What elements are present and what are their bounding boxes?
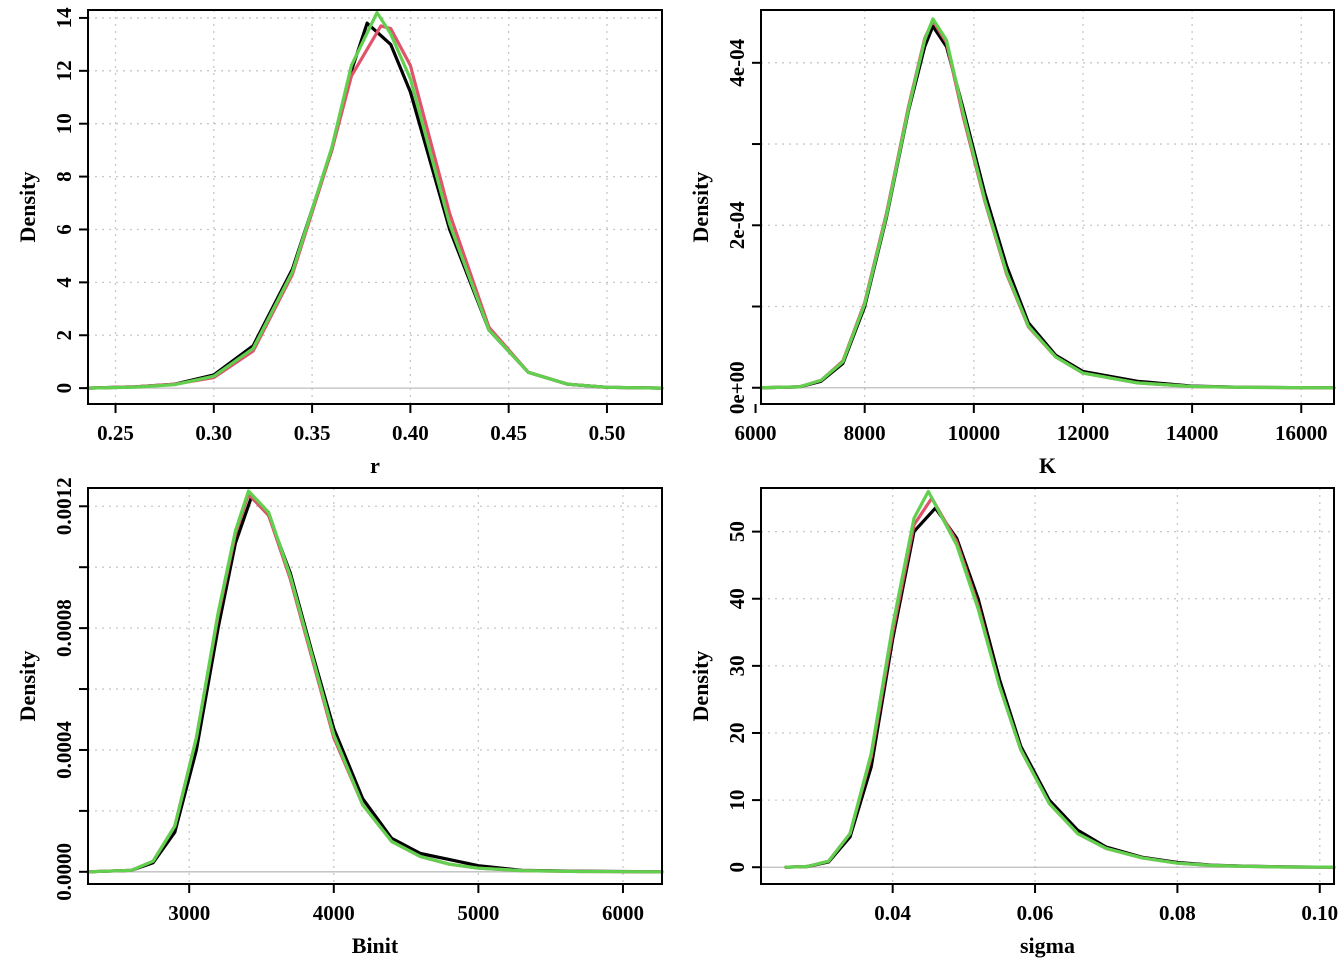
- x-tick-label: 4000: [313, 901, 355, 925]
- density-curve-chain-3: [759, 17, 1336, 390]
- x-tick-label: 14000: [1166, 421, 1219, 445]
- y-tick-label: 0.0000: [52, 843, 76, 901]
- x-tick-label: 16000: [1275, 421, 1328, 445]
- panel-k: 6000 8000 10000 12000 14000 16000 0e+00 2e-04 4e…: [688, 9, 1336, 478]
- y-axis-title: Density: [15, 651, 40, 722]
- x-tick-label: 6000: [602, 901, 644, 925]
- plot-frame: [760, 9, 1335, 405]
- y-tick-label: 14: [52, 7, 76, 29]
- y-tick-label: 10: [725, 790, 749, 811]
- density-curve-chain-3: [784, 489, 1336, 869]
- y-tick-label: 2e-04: [725, 201, 749, 249]
- x-tick-label: 10000: [948, 421, 1001, 445]
- x-tick-label: 0.35: [294, 421, 331, 445]
- density-curve-chain-2: [86, 24, 664, 390]
- y-tick-label: 8: [52, 171, 76, 182]
- y-tick-label: 10: [52, 113, 76, 134]
- x-axis-title: r: [370, 453, 380, 478]
- density-curve-chain-3: [86, 11, 664, 390]
- x-tick-label: 6000: [735, 421, 777, 445]
- y-tick-label: 0e+00: [725, 361, 749, 414]
- x-tick-label: 12000: [1057, 421, 1110, 445]
- y-tick-label: 0: [52, 383, 76, 394]
- y-axis-title: Density: [15, 172, 40, 243]
- plot-frame: [87, 487, 663, 885]
- panel-binit: 3000 4000 5000 6000 0.0000 0.0004 0.0008 0.0012…: [15, 477, 664, 958]
- density-curve-chain-2: [759, 19, 1336, 390]
- y-tick-label: 30: [725, 655, 749, 676]
- x-tick-label: 0.30: [195, 421, 232, 445]
- y-tick-label: 0.0008: [52, 599, 76, 657]
- y-tick-label: 0.0012: [52, 477, 76, 535]
- y-tick-label: 2: [52, 330, 76, 341]
- density-curve-chain-1: [86, 21, 664, 390]
- y-tick-label: 0.0004: [52, 721, 76, 779]
- x-tick-label: 0.04: [874, 901, 911, 925]
- x-tick-label: 5000: [457, 901, 499, 925]
- density-curve-chain-1: [759, 24, 1336, 390]
- x-tick-label: 0.08: [1159, 901, 1196, 925]
- plot-frame: [760, 487, 1335, 885]
- x-tick-label: 3000: [168, 901, 210, 925]
- x-tick-label: 0.06: [1017, 901, 1054, 925]
- x-axis-title: K: [1039, 453, 1056, 478]
- x-tick-label: 0.10: [1301, 901, 1338, 925]
- x-axis-title: sigma: [1020, 933, 1075, 958]
- x-tick-label: 8000: [844, 421, 886, 445]
- x-tick-label: 0.25: [97, 421, 134, 445]
- y-axis-title: Density: [688, 172, 713, 243]
- y-tick-label: 50: [725, 521, 749, 542]
- y-tick-label: 12: [52, 60, 76, 81]
- plot-frame: [87, 9, 663, 405]
- y-tick-label: 4: [52, 277, 76, 288]
- y-tick-label: 6: [52, 224, 76, 235]
- y-tick-label: 20: [725, 722, 749, 743]
- panel-sigma: 0.04 0.06 0.08 0.10 0 10 20 30 40 50 sigma Density: [688, 487, 1338, 958]
- x-tick-label: 0.45: [490, 421, 527, 445]
- density-curve-chain-3: [86, 489, 664, 874]
- y-axis-title: Density: [688, 651, 713, 722]
- x-axis-title: Binit: [352, 933, 399, 958]
- x-tick-label: 0.50: [589, 421, 626, 445]
- y-tick-label: 40: [725, 588, 749, 609]
- y-tick-label: 0: [725, 862, 749, 873]
- density-curve-chain-1: [86, 495, 664, 874]
- x-tick-label: 0.40: [392, 421, 429, 445]
- y-tick-label: 4e-04: [725, 38, 749, 86]
- panel-r: 0.25 0.30 0.35 0.40 0.45 0.50 0 2 4 6 8 10 12 14 r Dens…: [15, 7, 664, 478]
